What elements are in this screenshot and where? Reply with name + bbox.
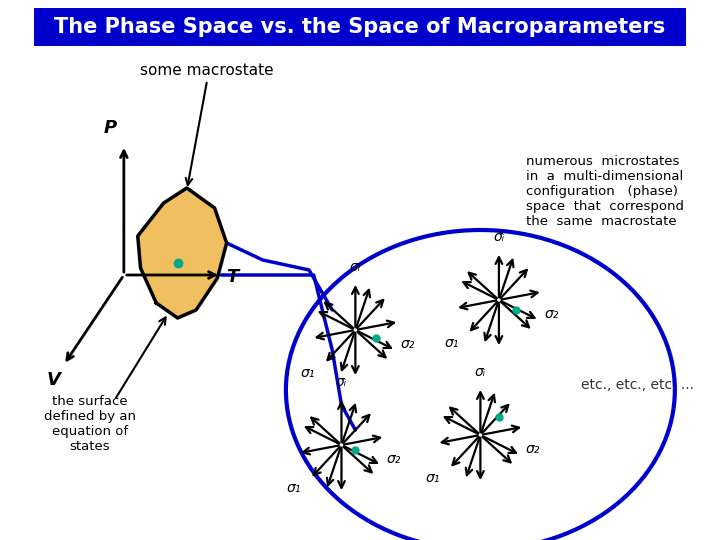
Text: The Phase Space vs. the Space of Macroparameters: The Phase Space vs. the Space of Macropa… — [55, 17, 665, 37]
Text: σ₁: σ₁ — [301, 366, 315, 380]
Text: σ₂: σ₂ — [400, 338, 415, 352]
Text: σ₂: σ₂ — [544, 307, 559, 321]
Text: σᵢ: σᵢ — [474, 365, 486, 379]
Text: P: P — [103, 119, 117, 137]
Text: σ₂: σ₂ — [526, 442, 540, 456]
Text: V: V — [47, 371, 61, 389]
Text: some macrostate: some macrostate — [140, 63, 274, 78]
Text: σ₁: σ₁ — [444, 336, 459, 350]
Text: T: T — [226, 268, 238, 286]
Text: σ₁: σ₁ — [287, 481, 301, 495]
FancyBboxPatch shape — [34, 8, 686, 46]
Text: σ₁: σ₁ — [426, 471, 440, 485]
Text: σᵢ: σᵢ — [493, 230, 505, 244]
Polygon shape — [138, 188, 227, 318]
Text: etc., etc., etc. ...: etc., etc., etc. ... — [581, 378, 694, 392]
Text: σᵢ: σᵢ — [336, 375, 347, 389]
Text: the surface
defined by an
equation of
states: the surface defined by an equation of st… — [44, 395, 135, 453]
Text: σ₂: σ₂ — [387, 453, 401, 467]
Text: σᵢ: σᵢ — [350, 260, 361, 274]
Text: numerous  microstates
in  a  multi-dimensional
configuration   (phase)
space  th: numerous microstates in a multi-dimensio… — [526, 155, 684, 228]
